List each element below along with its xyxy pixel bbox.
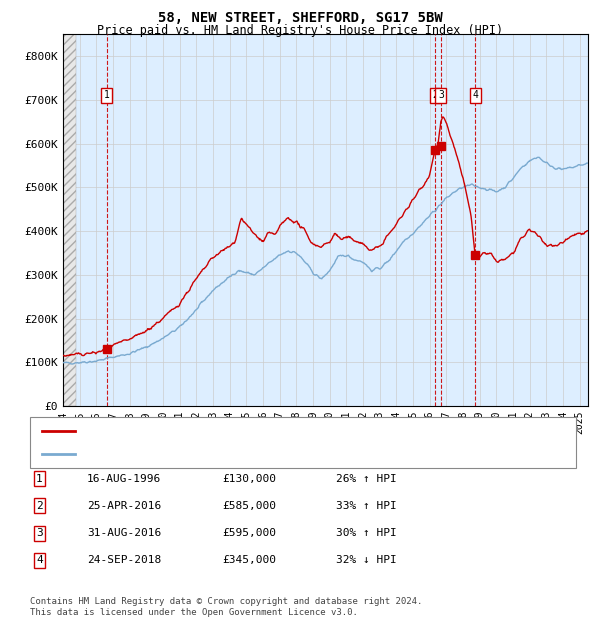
- Text: 31-AUG-2016: 31-AUG-2016: [87, 528, 161, 538]
- Text: Contains HM Land Registry data © Crown copyright and database right 2024.
This d: Contains HM Land Registry data © Crown c…: [30, 598, 422, 617]
- Text: 3: 3: [36, 528, 43, 538]
- Text: 3: 3: [438, 91, 444, 100]
- Text: 33% ↑ HPI: 33% ↑ HPI: [336, 501, 397, 511]
- Text: 1: 1: [104, 91, 110, 100]
- Text: 26% ↑ HPI: 26% ↑ HPI: [336, 474, 397, 484]
- Text: 4: 4: [472, 91, 478, 100]
- Text: 25-APR-2016: 25-APR-2016: [87, 501, 161, 511]
- Text: 58, NEW STREET, SHEFFORD, SG17 5BW: 58, NEW STREET, SHEFFORD, SG17 5BW: [158, 11, 442, 25]
- Text: 4: 4: [36, 556, 43, 565]
- Text: HPI: Average price, detached house, Central Bedfordshire: HPI: Average price, detached house, Cent…: [81, 449, 431, 459]
- Text: 2: 2: [432, 91, 438, 100]
- Text: 1: 1: [36, 474, 43, 484]
- Text: 2: 2: [36, 501, 43, 511]
- Text: 58, NEW STREET, SHEFFORD, SG17 5BW (detached house): 58, NEW STREET, SHEFFORD, SG17 5BW (deta…: [81, 427, 400, 436]
- Text: Price paid vs. HM Land Registry's House Price Index (HPI): Price paid vs. HM Land Registry's House …: [97, 24, 503, 37]
- Text: £130,000: £130,000: [222, 474, 276, 484]
- Text: 32% ↓ HPI: 32% ↓ HPI: [336, 556, 397, 565]
- Text: 30% ↑ HPI: 30% ↑ HPI: [336, 528, 397, 538]
- Text: 16-AUG-1996: 16-AUG-1996: [87, 474, 161, 484]
- Text: £345,000: £345,000: [222, 556, 276, 565]
- Text: £585,000: £585,000: [222, 501, 276, 511]
- Text: £595,000: £595,000: [222, 528, 276, 538]
- Text: 24-SEP-2018: 24-SEP-2018: [87, 556, 161, 565]
